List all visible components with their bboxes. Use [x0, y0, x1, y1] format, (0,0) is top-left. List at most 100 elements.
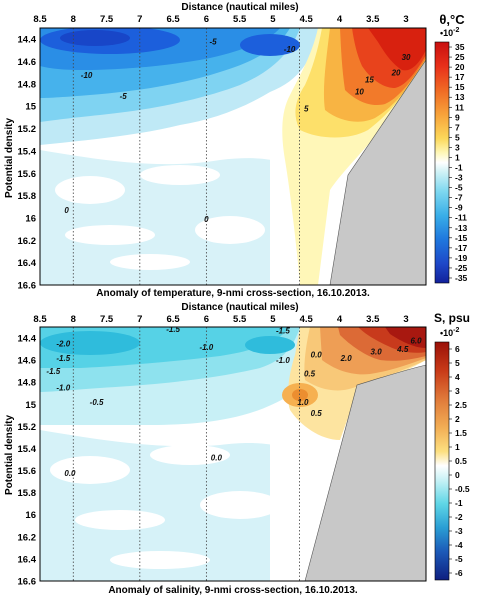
colorbar-tick-label: -3	[455, 173, 463, 183]
land-mask	[329, 59, 426, 285]
y-tick-labels: 14.4 14.6 14.8 15 15.2 15.4 15.6 15.8 16 16.2 16.4…	[18, 334, 44, 588]
colorbar-tick-label: 2	[455, 414, 460, 424]
colorbar-tick-label: 15	[455, 82, 465, 92]
y-tick-label: 15.2	[18, 422, 37, 433]
colorbar-tick-label: -1	[455, 163, 463, 173]
y-tick-label: 15	[25, 102, 36, 113]
colorbar-tick-label: 5	[455, 358, 460, 368]
colorbar-tick-label: -0.5	[455, 484, 470, 494]
colorbar-tick-label: 0	[455, 470, 460, 480]
contour-label: -0.5	[90, 398, 104, 407]
y-tick-label: 15.6	[18, 169, 37, 180]
profile-lines	[72, 28, 300, 285]
colorbar-tick-label: -15	[455, 233, 468, 243]
y-tick-label: 16.2	[18, 532, 37, 543]
contour-label: -1.5	[276, 326, 290, 335]
colorbar-tick-label: 0.5	[455, 456, 467, 466]
x-tick-label: 6.5	[166, 314, 180, 325]
colorbar-label: S, psu	[434, 311, 470, 325]
contour-label: 20	[391, 69, 401, 78]
contour-label: 0	[64, 206, 69, 215]
land-mask	[304, 364, 426, 581]
contour-label: 0.0	[311, 351, 323, 360]
colorbar-tick-label: 3	[455, 142, 460, 152]
colorbar-scale: •10-2	[440, 27, 460, 38]
plot-frame	[39, 326, 427, 582]
contour-label: 5	[304, 104, 309, 113]
colorbar-tick-label: 3	[455, 386, 460, 396]
colorbar-scale: •10-2	[440, 327, 460, 338]
y-tick-labels: 14.4 14.6 14.8 15 15.2 15.4 15.6 15.8 16 16.2 16.4…	[18, 35, 44, 292]
contour-label: 10	[355, 88, 364, 97]
y-tick-label: 15.2	[18, 124, 37, 135]
colorbar-tick-label: -11	[455, 213, 467, 223]
x-tick-label: 4.5	[300, 314, 314, 325]
colorbar-tick-label: 6	[455, 344, 460, 354]
y-tick-label: 16	[25, 213, 36, 224]
x-tick-label: 6	[204, 14, 209, 25]
colorbar-tick-label: -17	[455, 243, 468, 253]
contour-label: 30	[402, 53, 411, 62]
y-tick-label: 14.6	[18, 57, 37, 68]
colorbar-tick-label: -6	[455, 568, 463, 578]
x-tick-label: 5.5	[233, 314, 247, 325]
chart-title: Anomaly of salinity, 9-nmi cross-section…	[108, 585, 358, 596]
y-tick-label: 15	[25, 400, 36, 411]
colorbar-tick-label: -5	[455, 554, 463, 564]
x-tick-label: 6	[204, 314, 209, 325]
y-tick-label: 16.6	[18, 281, 37, 292]
colorbar-tick-label: -35	[455, 273, 468, 283]
colorbar-label: θ,°C	[439, 12, 465, 27]
contour-labels: -2.0 -1.5 -1.5 -1.0 -0.5 -1.5 -1.0 -1.5 -1.0 0.0 0…	[46, 325, 422, 478]
contour-label: -5	[120, 92, 128, 101]
y-tick-label: 16.4	[18, 554, 37, 565]
x-tick-label: 8.5	[33, 314, 47, 325]
contour-label: -1.5	[166, 325, 180, 334]
y-tick-label: 14.8	[18, 378, 37, 389]
contour-label: -10	[81, 71, 93, 80]
x-tick-label: 7.5	[100, 314, 114, 325]
contour-label: -1.5	[56, 354, 70, 363]
x-tick-label: 6.5	[166, 14, 180, 25]
colorbar-tick-label: -9	[455, 203, 463, 213]
contour-label: 0.5	[311, 409, 323, 418]
contour-label: 0	[204, 215, 209, 224]
colorbar-tick-label: 11	[455, 102, 464, 112]
contour-label: -5	[209, 37, 217, 46]
x-tick-label: 3	[403, 314, 408, 325]
contour-label: 0.0	[64, 469, 76, 478]
y-tick-label: 15.6	[18, 466, 37, 477]
colorbar-tick-label: 4	[455, 372, 460, 382]
colorbar-tick-label: 1	[455, 152, 460, 162]
y-tick-label: 14.6	[18, 356, 37, 367]
x-tick-label: 7.5	[100, 14, 114, 25]
contour-label: -1.0	[199, 343, 213, 352]
contour-label: -1.0	[56, 384, 70, 393]
contour-label: 3.0	[371, 347, 383, 356]
x-tick-label: 7	[137, 14, 142, 25]
y-tick-label: 14.4	[18, 35, 37, 46]
chart-title: Anomaly of temperature, 9-nmi cross-sect…	[96, 288, 370, 299]
colorbar-tick-label: 20	[455, 62, 465, 72]
y-tick-label: 15.4	[18, 146, 37, 157]
contour-label: 0.5	[304, 369, 316, 378]
x-tick-labels: 8.5 8 7.5 7 6.5 6 5.5 5 4.5 4 3.5 3	[33, 314, 409, 331]
salinity-panel: Distance (nautical miles) 8.5 8 7.5 7 6.5 6 5.…	[4, 302, 470, 596]
colorbar-tick-label: 35	[455, 42, 465, 52]
colorbar-tick-label: -1	[455, 498, 463, 508]
y-tick-label: 15.8	[18, 488, 37, 499]
colorbar-tick-label: 25	[455, 52, 465, 62]
x-tick-label: 5	[270, 14, 276, 25]
colorbar-tick-label: 7	[455, 122, 460, 132]
x-tick-label: 4	[337, 314, 343, 325]
contour-label: -1.0	[276, 356, 290, 365]
colorbar-tick-label: 17	[455, 72, 465, 82]
x-tick-label: 3.5	[366, 314, 380, 325]
x-tick-label: 4	[337, 14, 343, 25]
ylabel: Potential density	[4, 415, 15, 495]
contour-label: 1.0	[297, 398, 309, 407]
contour-label: -1.5	[46, 367, 60, 376]
colorbar-tick-label: 9	[455, 112, 460, 122]
